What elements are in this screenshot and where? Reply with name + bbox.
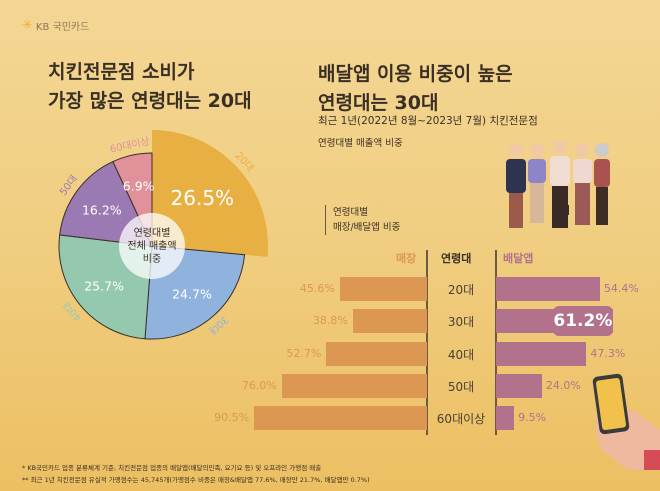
header-age: 연령대 (441, 252, 472, 265)
pie-value-label: 24.7% (172, 286, 212, 301)
kb-star-icon: ✳ (22, 18, 33, 33)
store-value-label: 90.5% (214, 411, 250, 425)
person-icon (573, 143, 592, 225)
phone-illustration (592, 373, 660, 470)
delivery-value-label: 47.3% (590, 346, 626, 360)
store-value-label: 38.8% (312, 314, 348, 328)
age-label: 30대 (447, 315, 475, 330)
delivery-value-label: 54.4% (603, 282, 639, 295)
delivery-bar (496, 341, 587, 366)
pie-center-label: 전체 매출액 (127, 240, 176, 252)
pie-value-label: 16.2% (82, 203, 122, 218)
left-title-line: 가장 많은 연령대는 20대 (48, 90, 252, 112)
pie-value-label: 6.9% (123, 178, 155, 193)
age-label: 20대 (447, 283, 475, 297)
store-bar (254, 406, 427, 431)
age-label: 60대이상 (436, 412, 486, 427)
subtitle: 연령대별 매출액 비중 (318, 138, 403, 149)
pie-value-label: 25.7% (84, 278, 124, 293)
period-text: 최근 1년(2022년 8월~2023년 7월) 치킨전문점 (318, 115, 538, 127)
age-label: 50대 (447, 379, 475, 394)
store-value-label: 76.0% (241, 378, 277, 392)
person-icon (550, 140, 570, 228)
delivery-bar (496, 406, 515, 431)
pie-center-label: 연령대별 (134, 227, 171, 239)
store-value-label: 45.6% (299, 282, 335, 295)
person-icon (594, 143, 610, 225)
delivery-value-label: 9.5% (518, 411, 547, 425)
person-icon (528, 143, 546, 223)
logo-text: KB 국민카드 (35, 22, 90, 33)
bar-legend-line: 매장/배달앱 비중 (333, 222, 401, 233)
age-label: 40대 (447, 347, 475, 362)
delivery-bar (496, 373, 542, 398)
pie-center-label: 비중 (143, 253, 161, 265)
person-icon (506, 143, 526, 228)
delivery-bar (496, 277, 600, 301)
divider (495, 250, 497, 435)
kb-logo: ✳ KB 국민카드 (22, 18, 89, 33)
store-bar (281, 373, 427, 398)
footnote: ** 최근 1년 치킨전문점 유실적 가맹점수는 45,745개(가맹점수 비중… (22, 476, 370, 484)
store-bar (352, 309, 427, 334)
left-title-line: 치킨전문점 소비가 (48, 61, 195, 83)
delivery-value-label: 24.0% (545, 378, 581, 392)
right-title-line: 배달앱 이용 비중이 높은 (318, 63, 513, 85)
delivery-value-badge: 61.2% (552, 306, 613, 337)
footnote: * KB국민카드 업종 분류체계 기준, 치킨전문점 업종의 배달앱(배달의민족… (22, 464, 322, 472)
pie-value-label: 26.5% (171, 186, 235, 210)
store-value-label: 52.7% (286, 346, 322, 360)
right-title-line: 연령대는 30대 (318, 92, 439, 114)
pie-slice (152, 130, 269, 257)
store-bar (326, 341, 427, 366)
store-bar (339, 277, 427, 301)
bar-legend-line: 연령대별 (333, 207, 368, 218)
header-store: 매장 (396, 252, 417, 265)
people-illustration (506, 140, 610, 228)
header-delivery: 배달앱 (503, 252, 534, 265)
pie-center (119, 213, 185, 279)
